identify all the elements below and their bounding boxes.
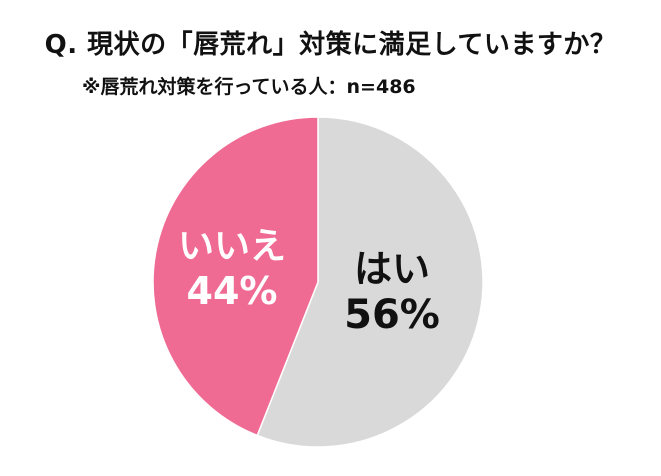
slice-label-2: いいえ (178, 226, 286, 267)
pie-slice-2 (152, 116, 319, 437)
slice-label-1: はい (354, 247, 430, 291)
slice-value-label-1: 56% (344, 292, 440, 338)
pie-slice-1 (256, 116, 484, 448)
chart-title: Q. 現状の「唇荒れ」対策に満足していますか？ (44, 30, 617, 60)
slice-value-label-2: 44% (187, 269, 278, 313)
chart-subtitle: ※唇荒れ対策を行っている人：n=486 (82, 76, 416, 98)
